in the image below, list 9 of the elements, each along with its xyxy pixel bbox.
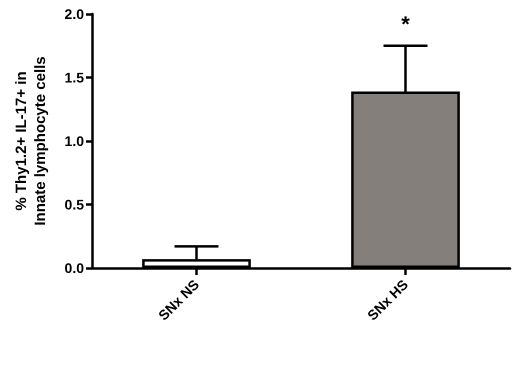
- y-tick-label: 0.0: [64, 260, 84, 276]
- x-tick-label: SNx HS: [364, 276, 412, 324]
- annotation: *: [401, 11, 410, 36]
- y-tick-label: 1.5: [64, 70, 84, 86]
- y-tick-label: 1.0: [64, 133, 84, 149]
- y-tick-label: 2.0: [64, 6, 84, 22]
- x-tick-label: SNx NS: [155, 276, 202, 324]
- y-axis-title: % Thy1.2+ IL-17+ in Innate lymphocyte cells: [13, 56, 49, 226]
- y-tick-label: 0.5: [64, 196, 84, 212]
